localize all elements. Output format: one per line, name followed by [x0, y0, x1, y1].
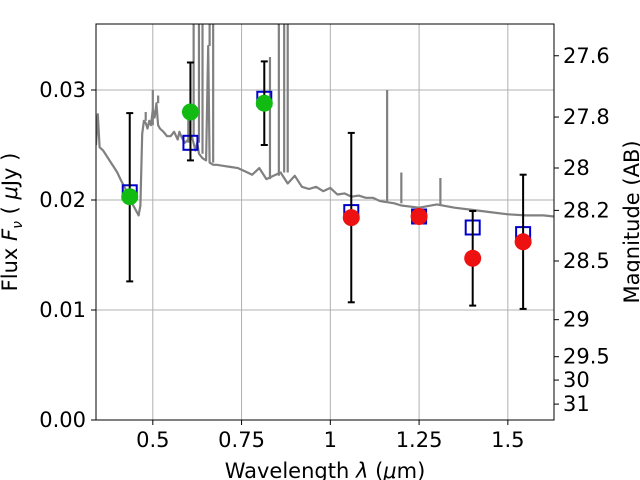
y2-tick-label: 29.5 — [563, 345, 610, 369]
grid — [96, 24, 554, 421]
x-tick-label: 0.5 — [136, 428, 169, 452]
observed-red-point — [342, 209, 360, 227]
y-tick-label: 0.01 — [39, 298, 86, 322]
y2-tick-label: 30 — [563, 368, 590, 392]
y-tick-label: 0.00 — [39, 408, 86, 432]
y-tick-label: 0.03 — [39, 78, 86, 102]
y2-tick-label: 28 — [563, 156, 590, 180]
y2-tick-label: 28.2 — [563, 198, 610, 222]
x-tick-label: 0.75 — [218, 428, 265, 452]
plot-area — [96, 24, 554, 310]
y2-tick-label: 28.5 — [563, 249, 610, 273]
y2-axis-label: Magnitude (AB) — [620, 140, 640, 303]
spectrum-line — [96, 44, 554, 218]
y2-tick-label: 29 — [563, 308, 590, 332]
y2-tick-label: 31 — [563, 392, 590, 416]
y-tick-label: 0.02 — [39, 188, 86, 212]
axis-ticks: 0.5 0.75 1 1.25 1.5 0.00 0.01 0.02 0.03 27.6 27.8 2… — [39, 44, 610, 452]
observed-green-point — [255, 94, 273, 112]
x-axis-label: Wavelength λ (μm) — [225, 459, 426, 480]
observed-red-point — [514, 233, 532, 251]
y2-tick-label: 27.6 — [563, 44, 610, 68]
x-tick-label: 1.25 — [396, 428, 443, 452]
plot-frame — [95, 23, 555, 421]
x-tick-label: 1.5 — [491, 428, 524, 452]
observed-red-point — [464, 249, 482, 267]
observed-red-point — [410, 208, 428, 225]
y2-tick-label: 27.8 — [563, 105, 610, 129]
observed-green-point — [121, 188, 139, 206]
observed-green-point — [181, 103, 199, 121]
y-axis-label: Flux Fν ( μJy ) — [0, 153, 26, 292]
x-tick-label: 1 — [324, 428, 337, 452]
